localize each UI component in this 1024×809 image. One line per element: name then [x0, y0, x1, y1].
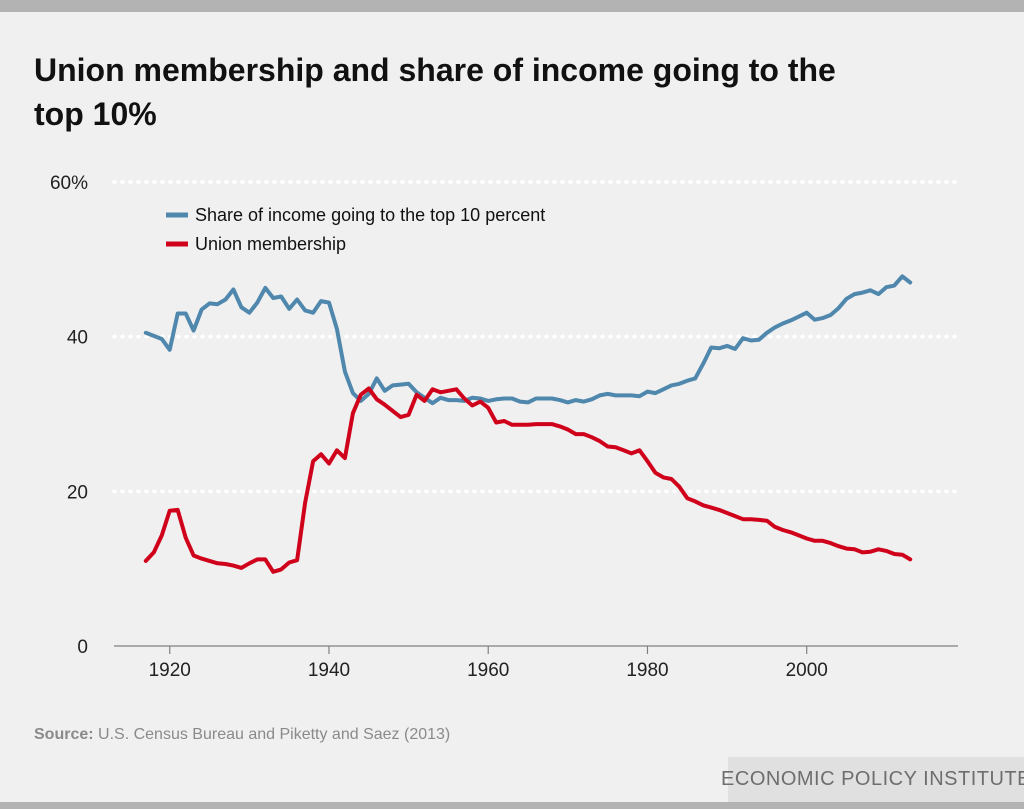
chart-title: Union membership and share of income goi…	[34, 52, 836, 132]
brand-logo-text: ECONOMIC POLICY INSTITUTE	[721, 757, 1024, 802]
x-tick-label: 2000	[786, 660, 828, 681]
legend-label: Share of income going to the top 10 perc…	[195, 205, 545, 225]
x-tick-label: 1980	[626, 660, 668, 681]
gridlines	[112, 180, 960, 494]
y-tick-label: 20	[67, 482, 88, 503]
axes: 0 20 40 60% 1920 1940 1960 1980 2000	[50, 173, 958, 681]
series-lines	[143, 274, 913, 574]
x-tick-label: 1920	[149, 660, 191, 681]
y-tick-label: 0	[77, 637, 88, 658]
source-note: Source: U.S. Census Bureau and Piketty a…	[34, 726, 450, 744]
y-tick-label: 40	[67, 328, 88, 349]
x-tick-label: 1940	[308, 660, 350, 681]
source-label: Source:	[34, 726, 94, 743]
source-text: U.S. Census Bureau and Piketty and Saez …	[98, 726, 451, 743]
legend-label: Union membership	[195, 234, 346, 254]
y-tick-label: 60%	[50, 173, 88, 194]
series-line-union-membership	[143, 386, 913, 574]
bottom-rule	[0, 802, 1024, 809]
top-rule	[0, 0, 1024, 12]
legend: Share of income going to the top 10 perc…	[166, 205, 545, 254]
series-line-income-share	[143, 274, 913, 406]
x-tick-label: 1960	[467, 660, 509, 681]
